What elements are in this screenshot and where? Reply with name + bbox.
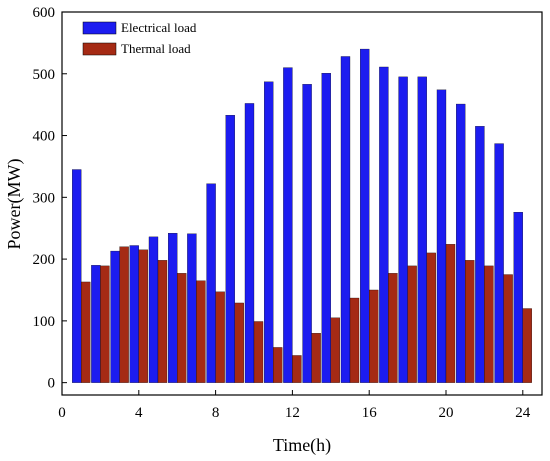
electrical-bar-h2 — [91, 265, 101, 383]
thermal-bar-h15 — [349, 297, 360, 383]
thermal-bar-h12 — [292, 355, 302, 383]
electrical-bar-h23 — [494, 143, 504, 383]
thermal-bar-h8 — [215, 291, 225, 383]
legend-label-thermal: Thermal load — [121, 41, 191, 56]
thermal-bar-h1 — [81, 281, 91, 383]
electrical-bar-h21 — [456, 103, 466, 383]
electrical-bar-h12 — [283, 67, 293, 383]
thermal-bar-h20 — [445, 244, 456, 383]
legend-label-electrical: Electrical load — [121, 20, 197, 35]
ticks: 0 4 8 12 16 20 24 0 100 200 300 400 500 600 — [33, 5, 531, 421]
electrical-bar-h1 — [72, 169, 82, 383]
electrical-bar-h9 — [225, 115, 235, 383]
electrical-bar-h6 — [168, 232, 178, 383]
thermal-bar-h16 — [369, 289, 379, 383]
electrical-bar-h14 — [321, 73, 331, 383]
y-tick-label-300: 300 — [33, 190, 56, 206]
thermal-bar-h3 — [119, 246, 129, 383]
thermal-bar-h22 — [484, 265, 494, 383]
x-tick-label-0: 0 — [58, 405, 66, 421]
y-tick-label-500: 500 — [33, 67, 56, 83]
electrical-bar-h22 — [475, 126, 485, 383]
x-tick-label-20: 20 — [439, 405, 454, 421]
electrical-bar-h4 — [129, 245, 139, 383]
x-tick-label-12: 12 — [285, 405, 300, 421]
y-tick-label-200: 200 — [33, 252, 56, 268]
electrical-bar-h24 — [513, 211, 523, 383]
electrical-bar-h7 — [187, 233, 197, 383]
thermal-bar-h4 — [138, 249, 148, 383]
electrical-bar-h15 — [340, 56, 351, 383]
y-tick-label-100: 100 — [33, 314, 56, 330]
thermal-bar-h19 — [426, 252, 436, 383]
electrical-bar-h18 — [398, 76, 408, 383]
thermal-bar-h11 — [273, 347, 283, 383]
electrical-bar-h8 — [206, 183, 216, 383]
thermal-bar-h7 — [196, 280, 206, 383]
thermal-bar-h18 — [407, 265, 417, 383]
y-tick-label-400: 400 — [33, 129, 56, 145]
electrical-bar-h10 — [244, 103, 255, 383]
thermal-bar-h23 — [503, 274, 513, 383]
electrical-bar-h19 — [417, 76, 427, 383]
y-tick-label-600: 600 — [33, 5, 56, 21]
electrical-bar-h5 — [148, 236, 159, 383]
electrical-bar-h16 — [360, 48, 370, 383]
bars — [72, 48, 532, 383]
electrical-bar-h3 — [110, 250, 120, 383]
thermal-bar-h24 — [522, 308, 532, 383]
thermal-bar-h14 — [330, 317, 340, 383]
electrical-bar-h11 — [264, 81, 274, 383]
x-axis-label: Time(h) — [273, 435, 331, 456]
legend: Electrical load Thermal load — [82, 20, 197, 56]
thermal-bar-h17 — [388, 273, 398, 383]
electrical-bar-h13 — [302, 84, 312, 383]
thermal-bar-h5 — [157, 260, 168, 383]
legend-swatch-thermal — [82, 42, 117, 56]
thermal-bar-h9 — [234, 302, 244, 383]
plot-frame — [61, 11, 543, 396]
legend-swatch-electrical — [82, 21, 117, 35]
electrical-bar-h20 — [436, 89, 447, 383]
thermal-bar-h2 — [100, 265, 110, 383]
thermal-bar-h13 — [311, 333, 321, 383]
y-axis-label: Power(MW) — [4, 159, 25, 250]
x-tick-label-8: 8 — [212, 405, 220, 421]
y-tick-label-0: 0 — [48, 376, 56, 392]
thermal-bar-h21 — [465, 260, 475, 383]
electrical-bar-h17 — [379, 66, 389, 383]
thermal-bar-h10 — [253, 321, 264, 383]
x-tick-label-16: 16 — [362, 405, 378, 421]
thermal-bar-h6 — [177, 273, 187, 383]
x-tick-label-4: 4 — [135, 405, 143, 421]
x-tick-label-24: 24 — [515, 405, 531, 421]
